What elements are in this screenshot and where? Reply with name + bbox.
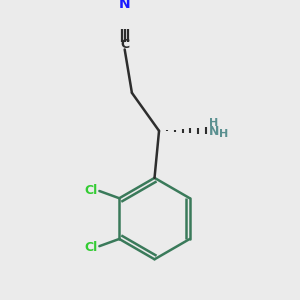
Text: Cl: Cl (84, 184, 98, 196)
Text: H: H (219, 130, 228, 140)
Text: Cl: Cl (84, 241, 98, 254)
Text: N: N (119, 0, 130, 11)
Text: N: N (209, 125, 219, 138)
Text: H: H (209, 118, 218, 128)
Text: C: C (120, 38, 129, 51)
